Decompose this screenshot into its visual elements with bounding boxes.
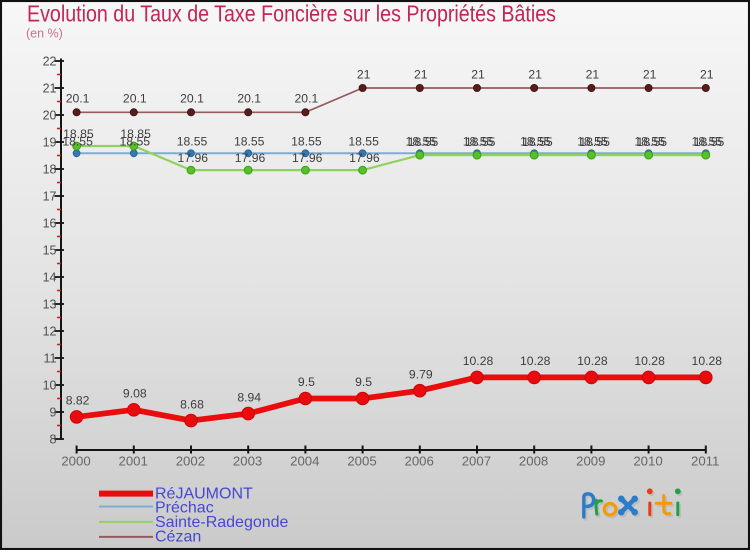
- svg-text:2007: 2007: [462, 454, 491, 469]
- svg-text:10.28: 10.28: [520, 354, 551, 368]
- svg-text:2000: 2000: [61, 454, 90, 469]
- svg-text:18: 18: [43, 162, 57, 176]
- svg-text:8.94: 8.94: [237, 390, 261, 404]
- svg-text:2009: 2009: [576, 454, 605, 469]
- svg-text:Sainte-Radegonde: Sainte-Radegonde: [155, 514, 289, 531]
- svg-text:(en %): (en %): [26, 27, 63, 41]
- svg-text:18.55: 18.55: [408, 135, 439, 149]
- svg-text:18.55: 18.55: [291, 134, 322, 148]
- svg-text:Préchac: Préchac: [155, 499, 214, 516]
- svg-text:17.96: 17.96: [235, 151, 266, 165]
- svg-text:15: 15: [43, 243, 57, 257]
- svg-text:18.55: 18.55: [577, 134, 608, 148]
- svg-text:14: 14: [43, 270, 57, 284]
- svg-text:21: 21: [528, 67, 542, 81]
- svg-text:18.55: 18.55: [463, 134, 494, 148]
- svg-text:2005: 2005: [347, 454, 376, 469]
- svg-text:19: 19: [43, 135, 57, 149]
- svg-text:11: 11: [44, 351, 57, 365]
- svg-text:2004: 2004: [290, 454, 319, 469]
- svg-text:2001: 2001: [119, 454, 148, 469]
- svg-text:18.55: 18.55: [62, 134, 93, 148]
- svg-text:10.28: 10.28: [634, 354, 665, 368]
- svg-text:21: 21: [700, 67, 714, 81]
- svg-text:8: 8: [50, 432, 57, 446]
- svg-text:18.55: 18.55: [522, 135, 553, 149]
- svg-text:2011: 2011: [691, 454, 719, 469]
- svg-text:18.55: 18.55: [692, 134, 723, 148]
- svg-text:12: 12: [43, 324, 57, 338]
- svg-text:18.55: 18.55: [634, 134, 665, 148]
- svg-text:21: 21: [586, 67, 600, 81]
- svg-text:8.68: 8.68: [180, 397, 204, 411]
- svg-text:9: 9: [50, 405, 57, 419]
- svg-text:Cézan: Cézan: [155, 529, 201, 546]
- svg-text:20: 20: [43, 108, 57, 122]
- svg-text:21: 21: [643, 67, 657, 81]
- svg-text:9.79: 9.79: [409, 367, 433, 381]
- svg-text:2008: 2008: [519, 454, 548, 469]
- svg-text:20.1: 20.1: [237, 92, 261, 106]
- svg-text:16: 16: [43, 216, 57, 230]
- svg-text:21: 21: [357, 67, 371, 81]
- svg-text:17.96: 17.96: [178, 151, 209, 165]
- svg-text:18.55: 18.55: [234, 134, 265, 148]
- svg-text:18.55: 18.55: [694, 135, 725, 149]
- svg-text:9.5: 9.5: [355, 375, 372, 389]
- svg-text:18.55: 18.55: [637, 135, 668, 149]
- svg-text:20.1: 20.1: [295, 92, 319, 106]
- svg-text:10.28: 10.28: [577, 354, 608, 368]
- svg-text:18.85: 18.85: [63, 127, 94, 141]
- svg-text:22: 22: [43, 54, 57, 68]
- svg-text:17.96: 17.96: [349, 151, 380, 165]
- svg-text:9.08: 9.08: [123, 387, 147, 401]
- svg-text:2006: 2006: [405, 454, 434, 469]
- svg-text:20.1: 20.1: [66, 92, 90, 106]
- svg-text:21: 21: [471, 67, 485, 81]
- svg-text:13: 13: [43, 297, 57, 311]
- svg-text:10: 10: [43, 378, 57, 392]
- svg-text:RéJAUMONT: RéJAUMONT: [155, 486, 253, 503]
- svg-text:2002: 2002: [176, 454, 205, 469]
- svg-text:18.55: 18.55: [120, 134, 151, 148]
- svg-text:2010: 2010: [633, 454, 662, 469]
- svg-text:10.28: 10.28: [463, 354, 494, 368]
- svg-text:8.82: 8.82: [66, 394, 90, 408]
- svg-text:18.55: 18.55: [406, 134, 437, 148]
- svg-text:9.5: 9.5: [298, 375, 315, 389]
- svg-text:Evolution du Taux de Taxe Fonc: Evolution du Taux de Taxe Foncière sur l…: [27, 1, 556, 27]
- svg-text:21: 21: [414, 67, 428, 81]
- svg-text:18.55: 18.55: [348, 134, 379, 148]
- svg-text:20.1: 20.1: [180, 92, 204, 106]
- svg-text:18.85: 18.85: [120, 127, 151, 141]
- svg-text:18.55: 18.55: [465, 135, 496, 149]
- svg-text:17: 17: [43, 189, 57, 203]
- svg-text:2003: 2003: [233, 454, 262, 469]
- svg-text:20.1: 20.1: [123, 92, 147, 106]
- svg-text:18.55: 18.55: [177, 134, 208, 148]
- svg-text:21: 21: [43, 81, 57, 95]
- svg-text:18.55: 18.55: [520, 134, 551, 148]
- svg-text:18.55: 18.55: [579, 135, 610, 149]
- svg-text:10.28: 10.28: [692, 354, 723, 368]
- svg-text:17.96: 17.96: [292, 151, 323, 165]
